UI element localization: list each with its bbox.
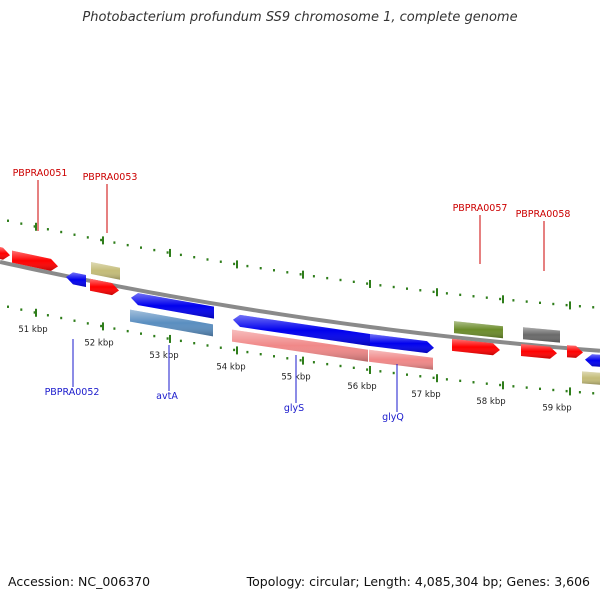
- gene-feature-shading: [585, 354, 600, 367]
- kbp-tick-label: 59 kbp: [542, 403, 571, 413]
- gene-feature-shading: [582, 371, 600, 385]
- map-title: Photobacterium profundum SS9 chromosome …: [82, 10, 518, 25]
- genome-stats-text: Topology: circular; Length: 4,085,304 bp…: [246, 574, 590, 589]
- kbp-tick-label: 52 kbp: [84, 339, 113, 349]
- gene-pbpra0051-shading: [12, 250, 58, 271]
- gene-pbpra0058-shading: [521, 344, 557, 359]
- gene-label-top: PBPRA0051: [13, 168, 68, 179]
- gene-label-bottom: PBPRA0052: [45, 387, 100, 398]
- gene-feature-shading: [131, 293, 214, 319]
- gene-glyS-partner-shading: [232, 329, 368, 362]
- gene-glyQ-partner-shading: [369, 349, 433, 370]
- accession-text: Accession: NC_006370: [8, 574, 151, 589]
- gene-pbpra0053-partner-shading: [91, 262, 120, 280]
- gene-label-bottom: avtA: [156, 391, 178, 402]
- kbp-tick-label: 51 kbp: [18, 325, 47, 335]
- gene-pbpra0057-shading: [452, 338, 500, 356]
- gene-pbpra0052-shading: [66, 272, 86, 287]
- gene-pbpra0053-shading: [90, 278, 119, 296]
- kbp-tick-label: 58 kbp: [476, 397, 505, 407]
- gene-pbpra0057-partner-shading: [454, 321, 503, 339]
- gene-label-bottom: glyS: [284, 403, 304, 414]
- gene-glyS-shading: [233, 314, 370, 346]
- kbp-tick-label: 57 kbp: [411, 390, 440, 400]
- gene-glyQ-shading: [370, 334, 434, 354]
- gene-label-top: PBPRA0058: [516, 209, 571, 220]
- kbp-tick-label: 53 kbp: [149, 351, 178, 361]
- gene-label-top: PBPRA0057: [453, 203, 508, 214]
- kbp-tick-label: 56 kbp: [347, 382, 376, 392]
- gene-pbpra0058-partner-shading: [523, 327, 560, 343]
- gene-label-bottom: glyQ: [382, 412, 404, 423]
- gene-label-top: PBPRA0053: [83, 172, 138, 183]
- gene-avtA-shading: [130, 309, 213, 337]
- kbp-tick-label: 54 kbp: [216, 362, 245, 372]
- gene-feature-shading: [0, 247, 10, 260]
- gene-feature-shading: [567, 345, 583, 358]
